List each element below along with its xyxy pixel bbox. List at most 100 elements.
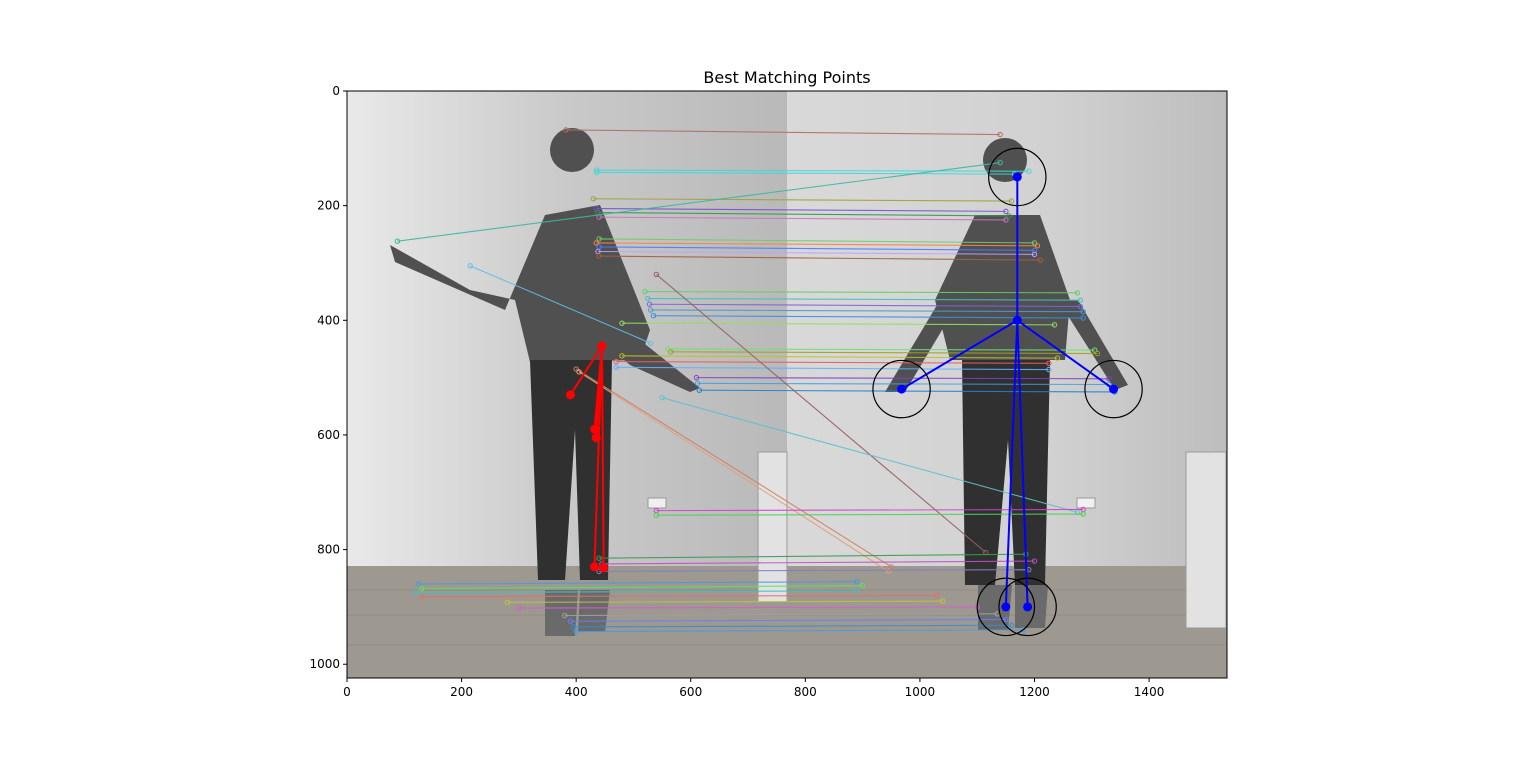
series-1-point	[1109, 384, 1119, 394]
x-tick-label: 1400	[1134, 685, 1165, 699]
match-line	[599, 553, 1026, 559]
series-0-point	[565, 390, 575, 400]
keypoint-left	[694, 380, 701, 387]
keypoint-right	[1031, 251, 1038, 258]
match-line	[601, 560, 1035, 565]
keypoint-left	[646, 301, 653, 307]
keypoint-right	[934, 592, 940, 599]
match-line	[696, 377, 1109, 380]
y-tick-label: 200	[317, 199, 340, 213]
keypoint-right	[854, 588, 860, 594]
keypoint-right	[940, 598, 946, 604]
keypoint-left	[562, 612, 568, 619]
keypoint-left	[467, 263, 473, 269]
keypoint-right	[1077, 297, 1084, 303]
match-line	[656, 508, 1084, 512]
keypoint-right	[1020, 627, 1026, 633]
keypoint-right	[1046, 366, 1052, 373]
keypoint-left	[619, 320, 625, 326]
keypoint-right	[1008, 198, 1015, 204]
keypoint-right	[1008, 622, 1015, 628]
match-line	[578, 371, 889, 572]
series-0-point	[590, 562, 599, 572]
keypoint-left	[594, 169, 600, 176]
keypoint-left	[413, 589, 419, 596]
series-1-ring	[872, 359, 931, 419]
keypoint-left	[613, 364, 619, 371]
keypoint-left	[504, 599, 511, 606]
series-0-point	[597, 341, 607, 351]
match-line	[596, 242, 1038, 247]
keypoint-right	[1003, 208, 1009, 215]
match-line	[597, 250, 1035, 255]
keypoint-left	[418, 593, 425, 600]
series-1-point	[1001, 602, 1011, 612]
y-tick-label: 1000	[309, 657, 340, 671]
keypoint-left	[563, 127, 569, 133]
x-axis: 0 200 400 600 800 1000 1200 1400	[343, 678, 1164, 699]
match-line	[564, 613, 998, 617]
series-1-ring	[988, 147, 1047, 207]
series-0-point	[599, 563, 609, 573]
match-line	[616, 366, 1049, 371]
match-line	[697, 382, 1109, 386]
match-line	[644, 291, 1078, 294]
match-line	[469, 265, 651, 344]
match-line	[415, 590, 857, 594]
keypoint-left	[573, 628, 579, 635]
match-line	[596, 171, 1015, 175]
match-line	[596, 207, 1006, 212]
x-tick-label: 1000	[905, 685, 936, 699]
match-line	[573, 624, 1012, 628]
keypoint-right	[854, 578, 860, 585]
keypoint-right	[1031, 240, 1038, 246]
match-line	[599, 569, 1029, 572]
series-1-point	[1012, 315, 1022, 325]
series-0-point	[590, 424, 599, 434]
keypoint-left	[576, 369, 582, 375]
match-line	[507, 600, 943, 603]
keypoint-left	[653, 512, 660, 518]
x-tick-label: 200	[450, 685, 473, 699]
x-tick-label: 800	[794, 685, 817, 699]
x-tick-label: 0	[343, 685, 351, 699]
keypoint-right	[1037, 257, 1043, 263]
match-line	[418, 581, 857, 585]
keypoint-right	[1094, 350, 1101, 357]
match-line	[661, 397, 1078, 513]
chart-title: Best Matching Points	[703, 68, 870, 87]
keypoint-right	[1046, 360, 1052, 366]
keypoint-right	[1026, 168, 1032, 174]
keypoint-left	[619, 353, 625, 359]
match-line	[699, 389, 1115, 393]
match-line	[599, 246, 1035, 251]
keypoint-left	[613, 358, 619, 365]
keypoint-left	[596, 253, 602, 259]
match-line	[421, 585, 863, 590]
keypoint-left	[647, 307, 654, 313]
match-line	[656, 274, 987, 553]
series-1-point	[1012, 172, 1022, 182]
match-line	[421, 594, 938, 598]
keypoint-right	[1006, 213, 1012, 219]
series-1-ring	[998, 577, 1057, 637]
plot-frame	[346, 90, 1228, 679]
keypoint-left	[642, 288, 648, 295]
keypoint-right	[1003, 217, 1009, 223]
keypoint-right	[1106, 376, 1112, 382]
match-line	[565, 129, 1001, 136]
keypoint-left	[594, 167, 600, 173]
keypoint-right	[1051, 322, 1058, 328]
keypoint-right	[1074, 290, 1081, 296]
match-line	[599, 255, 1041, 261]
match-line	[650, 309, 1084, 313]
keypoint-left	[693, 374, 700, 381]
keypoint-left	[696, 387, 703, 393]
y-tick-label: 400	[317, 313, 340, 327]
keypoint-left	[659, 394, 665, 401]
keypoint-right	[885, 568, 892, 575]
series-1-point	[897, 384, 907, 394]
pose-series	[565, 147, 1143, 637]
keypoint-left	[667, 349, 674, 355]
